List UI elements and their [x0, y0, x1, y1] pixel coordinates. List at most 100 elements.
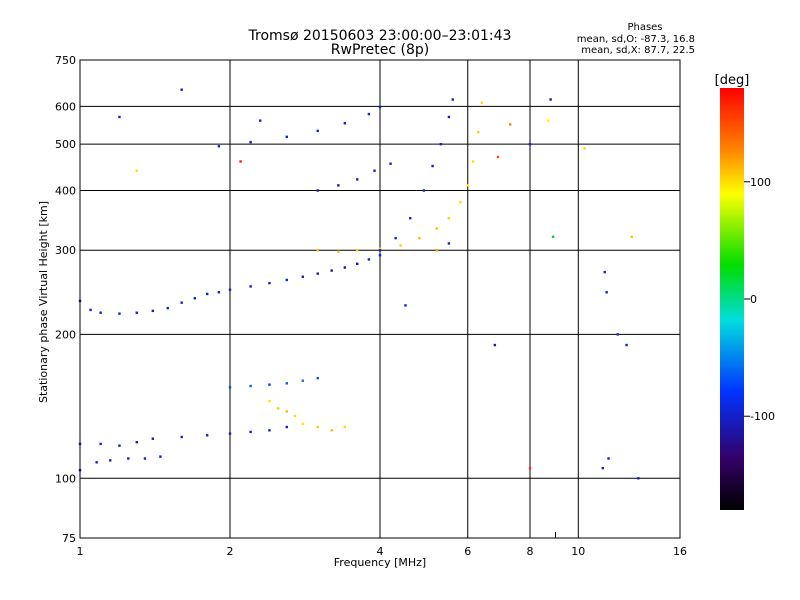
data-point: [135, 311, 138, 314]
data-point: [268, 399, 271, 403]
y-tick-label: 300: [55, 244, 76, 257]
x-tick-label: 1: [77, 545, 84, 558]
data-point: [394, 236, 397, 240]
y-axis-ticks: 75 100 200 300 400 500 600 750: [55, 54, 76, 545]
data-point: [285, 135, 288, 139]
data-point: [422, 189, 426, 192]
data-point: [180, 435, 183, 439]
phase-stats-title: Phases: [627, 22, 662, 33]
data-point: [551, 235, 555, 239]
data-point: [316, 272, 319, 275]
colorbar-label: [deg]: [715, 73, 750, 88]
phase-stats-x: mean, sd,X: 87.7, 22.5: [581, 45, 695, 56]
y-tick-label: 750: [55, 54, 76, 67]
data-point: [607, 457, 610, 460]
data-point: [316, 189, 319, 192]
data-point: [471, 160, 475, 163]
data-point: [355, 262, 359, 265]
data-point: [337, 184, 340, 187]
y-tick-label: 600: [55, 100, 76, 113]
data-point: [285, 410, 288, 413]
colorbar-tick-label: -100: [750, 410, 775, 423]
colorbar-tick-label: 100: [750, 176, 771, 189]
chart-subtitle: RwPretec (8p): [331, 42, 429, 58]
data-point: [549, 98, 552, 101]
data-point: [151, 437, 155, 440]
y-tick-label: 75: [62, 532, 76, 545]
data-point: [378, 249, 382, 252]
data-point: [508, 123, 512, 126]
data-point: [217, 145, 221, 148]
data-point: [95, 461, 98, 464]
data-point: [301, 379, 305, 382]
data-point: [277, 407, 280, 410]
data-point: [285, 425, 288, 429]
data-point: [268, 383, 271, 386]
x-tick-label: 16: [673, 545, 687, 558]
data-point: [477, 130, 480, 134]
data-point: [118, 312, 121, 315]
data-point: [625, 343, 628, 347]
data-point: [180, 301, 183, 304]
x-axis-label: Frequency [MHz]: [334, 556, 426, 569]
data-point: [583, 147, 586, 150]
data-point: [493, 343, 497, 347]
data-point: [249, 140, 252, 144]
data-point: [431, 164, 434, 168]
data-point: [343, 122, 347, 125]
data-point: [205, 434, 209, 437]
data-point: [239, 160, 242, 163]
data-points: [78, 88, 640, 480]
data-point: [249, 384, 252, 388]
y-axis-label: Stationary phase Virtual Height [km]: [37, 201, 50, 403]
data-point: [135, 440, 138, 444]
data-point: [616, 333, 619, 336]
data-point: [249, 430, 252, 434]
data-point: [418, 236, 421, 240]
data-point: [316, 376, 319, 380]
data-point: [285, 278, 288, 282]
data-point: [285, 382, 288, 385]
data-point: [316, 249, 319, 252]
data-point: [228, 386, 232, 389]
data-point: [439, 142, 443, 146]
data-point: [217, 291, 221, 294]
data-point: [301, 422, 305, 426]
data-point: [378, 105, 382, 109]
x-axis-ticks: 1 2 4 6 8 10 16: [77, 532, 687, 558]
data-point: [399, 244, 402, 247]
data-point: [180, 88, 183, 91]
data-point: [409, 217, 412, 220]
data-point: [89, 308, 92, 312]
data-point: [316, 425, 319, 429]
data-point: [435, 227, 438, 230]
data-point: [228, 432, 232, 435]
data-point: [378, 253, 382, 257]
data-point: [601, 466, 605, 470]
data-point: [459, 201, 462, 204]
x-tick-label: 8: [527, 545, 534, 558]
data-point: [389, 162, 392, 165]
data-point: [466, 184, 469, 187]
y-tick-label: 400: [55, 184, 76, 197]
colorbar-ticks: 100 0 -100: [744, 176, 775, 423]
data-point: [99, 442, 102, 446]
data-point: [546, 119, 550, 122]
data-point: [118, 115, 121, 119]
y-tick-label: 200: [55, 328, 76, 341]
data-point: [118, 444, 121, 447]
x-tick-label: 6: [464, 545, 471, 558]
data-point: [99, 311, 102, 314]
data-point: [343, 266, 347, 269]
data-point: [447, 217, 451, 220]
y-tick-label: 500: [55, 138, 76, 151]
data-point: [451, 98, 455, 101]
data-point: [528, 142, 532, 146]
data-point: [330, 429, 333, 432]
data-point: [316, 129, 319, 133]
data-point: [135, 169, 138, 172]
data-point: [355, 249, 359, 252]
x-tick-label: 4: [377, 545, 384, 558]
data-point: [373, 169, 376, 172]
